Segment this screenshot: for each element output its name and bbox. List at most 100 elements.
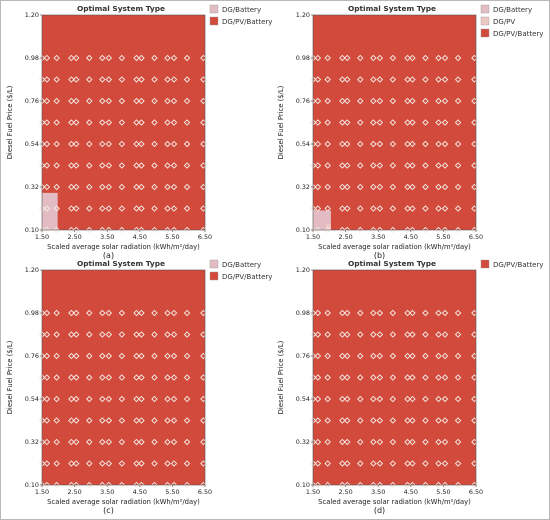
x-tick-label: 1.50	[35, 488, 49, 496]
sample-point	[454, 374, 462, 381]
sample-point	[389, 417, 397, 424]
sample-point	[441, 374, 449, 381]
sample-point	[170, 226, 178, 234]
sample-point	[339, 481, 346, 489]
sample-point	[118, 417, 126, 424]
sample-point	[339, 309, 346, 317]
sample-point	[68, 438, 75, 446]
sample-point	[376, 438, 384, 446]
sample-point	[105, 331, 113, 338]
sample-point	[409, 374, 416, 381]
sample-point	[370, 481, 377, 489]
sample-point	[164, 374, 171, 381]
sample-point	[435, 309, 442, 317]
sample-point	[43, 205, 51, 212]
sample-point	[151, 183, 158, 191]
sample-point	[105, 460, 113, 467]
sample-point	[376, 162, 384, 169]
sample-point	[404, 226, 411, 234]
sample-point	[133, 309, 140, 317]
plot-area	[313, 270, 476, 485]
sample-point	[133, 374, 140, 381]
sample-point	[404, 309, 411, 317]
sample-point	[441, 481, 449, 489]
sample-point	[309, 226, 317, 234]
sample-point	[183, 438, 191, 446]
sample-point	[404, 119, 411, 126]
sample-point	[105, 438, 113, 446]
sample-point	[170, 97, 178, 105]
plot-frame	[312, 269, 477, 486]
sample-point	[324, 481, 331, 489]
sample-point	[133, 119, 140, 126]
sample-point	[389, 352, 397, 360]
chart-panel: Optimal System Type 0.10 0.32 0.54 0.76 0.98 1…	[277, 259, 543, 515]
sample-point	[183, 226, 191, 234]
sample-point	[183, 97, 191, 105]
sample-point	[170, 183, 178, 191]
y-tick-label: 1.20	[25, 11, 39, 19]
sample-point	[105, 417, 113, 424]
sample-point	[357, 226, 364, 234]
sample-point	[151, 481, 158, 489]
sample-point	[389, 140, 397, 148]
sample-point	[314, 374, 322, 381]
x-tick-label: 4.50	[133, 233, 147, 241]
sample-point	[389, 119, 397, 126]
sample-point	[164, 183, 171, 191]
sample-point	[99, 352, 106, 360]
sample-point	[43, 331, 51, 338]
sample-point	[151, 119, 158, 126]
legend-swatch	[480, 28, 490, 38]
sample-point	[105, 97, 113, 105]
sample-point	[72, 417, 80, 424]
y-tick-label: 1.20	[296, 266, 310, 274]
sample-point	[389, 97, 397, 105]
plot-area	[313, 15, 476, 230]
sample-point	[105, 54, 113, 62]
y-tick-label: 0.54	[25, 395, 39, 403]
x-tick-label: 1.50	[306, 488, 320, 496]
sample-point	[435, 183, 442, 191]
sample-point	[389, 395, 397, 403]
sample-point	[164, 460, 171, 467]
sample-point	[133, 76, 140, 83]
sample-point	[314, 309, 322, 317]
sample-point	[409, 119, 416, 126]
sample-point	[68, 481, 75, 489]
sample-point	[454, 481, 462, 489]
sample-point	[454, 140, 462, 148]
y-tick-label: 0.98	[296, 54, 310, 62]
sample-point	[138, 417, 145, 424]
sample-point	[183, 395, 191, 403]
x-tick-label: 6.50	[198, 233, 212, 241]
sample-point	[404, 97, 411, 105]
x-tick-label: 3.50	[371, 233, 385, 241]
sample-point	[164, 97, 171, 105]
sample-point	[72, 331, 80, 338]
sample-point	[164, 395, 171, 403]
sample-point	[53, 119, 60, 126]
sample-point	[68, 352, 75, 360]
sample-point	[389, 162, 397, 169]
sample-point	[86, 352, 93, 360]
sample-point	[72, 76, 80, 83]
sample-point	[183, 76, 191, 83]
plot-frame	[41, 14, 206, 231]
sample-point	[118, 438, 126, 446]
sample-point	[314, 226, 322, 234]
sample-point	[53, 97, 60, 105]
sample-point	[404, 438, 411, 446]
sample-point	[404, 205, 411, 212]
x-tick-label: 6.50	[469, 488, 483, 496]
sample-point	[339, 162, 346, 169]
sample-point	[454, 438, 462, 446]
sample-point	[86, 438, 93, 446]
sample-point	[118, 460, 126, 467]
legend-swatch	[480, 259, 490, 269]
sample-point	[324, 460, 331, 467]
sample-point	[435, 460, 442, 467]
sample-point	[376, 460, 384, 467]
sample-point	[164, 352, 171, 360]
sample-point	[183, 481, 191, 489]
